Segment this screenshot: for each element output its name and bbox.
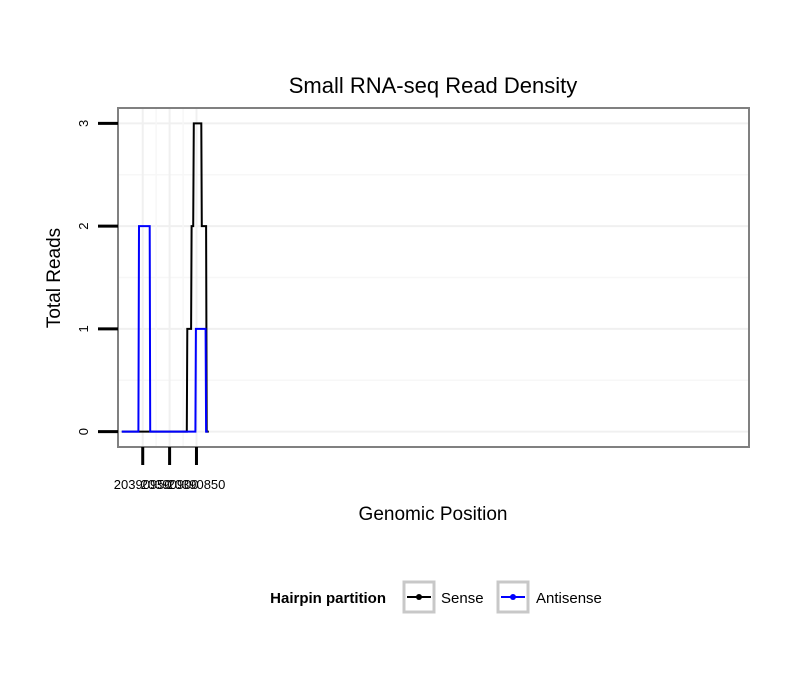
- plot-panel-border: [117, 107, 750, 448]
- legend-label-sense: Sense: [441, 590, 484, 607]
- series-line-antisense: [121, 225, 208, 433]
- legend-dot-sense: [416, 594, 422, 600]
- chart-title: Small RNA-seq Read Density: [289, 73, 578, 98]
- x-tick-label: 20390900: [141, 477, 199, 492]
- series-line-sense: [121, 122, 209, 433]
- y-axis-label: Total Reads: [44, 228, 65, 328]
- y-tick-label: 2: [76, 223, 91, 230]
- y-axis: 0 1 2 3: [76, 120, 118, 435]
- grid: [118, 108, 749, 447]
- legend-label-antisense: Antisense: [536, 590, 602, 607]
- x-tick-label: 20390950: [114, 477, 172, 492]
- legend-title: Hairpin partition: [270, 590, 386, 607]
- x-tick-label: 20390850: [168, 477, 226, 492]
- legend-dot-antisense: [510, 594, 516, 600]
- y-tick-label: 3: [76, 120, 91, 127]
- y-tick-label: 0: [76, 428, 91, 435]
- series-layer: [121, 122, 209, 433]
- legend: Hairpin partition Sense Antisense: [270, 580, 602, 614]
- x-axis-label: Genomic Position: [359, 504, 508, 525]
- y-tick-label: 1: [76, 325, 91, 332]
